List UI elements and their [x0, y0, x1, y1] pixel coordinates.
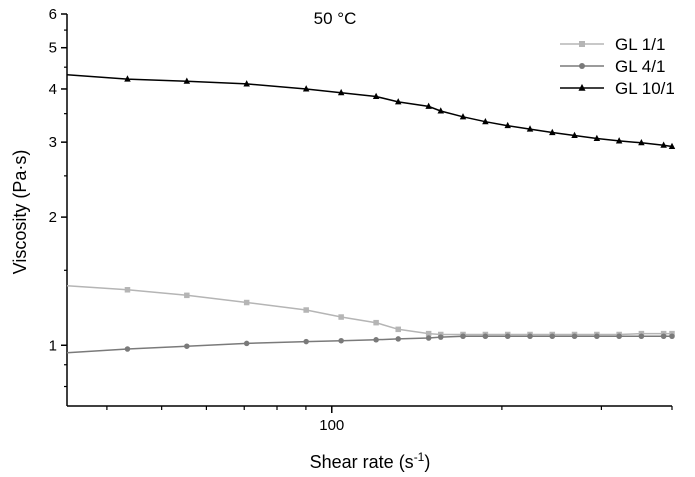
- y-tick-label: 3: [49, 134, 57, 151]
- data-point-triangle: [459, 113, 467, 120]
- x-axis-label: Shear rate (s-1): [310, 450, 431, 472]
- data-point-circle: [184, 343, 190, 349]
- data-point-triangle: [437, 107, 444, 114]
- x-axis-label-end: ): [424, 452, 430, 472]
- data-point-circle: [373, 337, 379, 343]
- legend: GL 1/1 GL 4/1 GL 10/1: [560, 35, 675, 98]
- data-point-triangle: [394, 98, 402, 105]
- series-gl-4-1: [66, 333, 675, 354]
- data-point-triangle: [578, 83, 586, 91]
- data-point-triangle: [504, 121, 511, 129]
- y-tick-label: 6: [49, 6, 57, 23]
- y-tick-label: 1: [49, 337, 57, 354]
- legend-item: GL 10/1: [560, 79, 675, 98]
- data-point-triangle: [124, 75, 131, 82]
- data-point-circle: [425, 335, 432, 341]
- series-line: [66, 335, 672, 354]
- data-point-circle: [669, 333, 675, 339]
- data-point-triangle: [425, 102, 432, 109]
- y-axis-label: Viscosity (Pa·s): [10, 150, 30, 275]
- data-point-circle: [338, 337, 344, 344]
- data-point-square: [124, 287, 131, 293]
- data-point-circle: [549, 333, 556, 339]
- data-point-circle: [460, 333, 466, 339]
- data-point-triangle: [183, 77, 191, 84]
- data-point-square: [373, 319, 379, 326]
- y-tick-label: 2: [49, 209, 57, 226]
- y-tick-label: 5: [49, 40, 57, 57]
- series-layer: [66, 73, 676, 354]
- data-point-triangle: [549, 128, 556, 136]
- data-point-circle: [571, 333, 578, 339]
- data-point-circle: [303, 338, 309, 345]
- data-point-triangle: [660, 141, 667, 148]
- data-point-square: [243, 299, 250, 306]
- data-point-triangle: [482, 117, 489, 125]
- x-tick-label: 100: [319, 417, 344, 434]
- series-line: [66, 284, 672, 336]
- legend-label: GL 10/1: [615, 79, 675, 98]
- axes: 1 2 3 4 5 6 100: [49, 6, 673, 434]
- legend-label: GL 4/1: [615, 57, 665, 76]
- data-point-circle: [504, 333, 511, 339]
- data-point-circle: [660, 333, 667, 339]
- x-axis-label-sup: -1: [414, 450, 425, 464]
- data-point-triangle: [593, 134, 601, 142]
- data-point-triangle: [615, 137, 623, 144]
- data-point-square: [579, 41, 585, 47]
- y-tick-label: 4: [49, 81, 57, 98]
- data-point-square: [395, 326, 401, 333]
- data-point-circle: [243, 340, 250, 347]
- legend-item: GL 4/1: [560, 57, 665, 76]
- data-point-triangle: [638, 138, 645, 146]
- x-axis-label-main: Shear rate (s: [310, 452, 414, 472]
- legend-item: GL 1/1: [560, 35, 665, 54]
- data-point-circle: [482, 333, 489, 339]
- data-point-triangle: [243, 80, 250, 87]
- chart-title: 50 °C: [314, 9, 357, 28]
- data-point-triangle: [668, 142, 676, 150]
- series-gl-10-1: [66, 73, 676, 150]
- data-point-square: [338, 314, 344, 320]
- data-point-square: [425, 330, 432, 337]
- data-point-square: [184, 292, 190, 299]
- data-point-circle: [638, 333, 645, 339]
- data-point-circle: [579, 63, 585, 69]
- data-point-circle: [594, 333, 600, 339]
- data-point-triangle: [337, 88, 345, 96]
- data-point-square: [303, 307, 309, 313]
- legend-label: GL 1/1: [615, 35, 665, 54]
- data-point-triangle: [571, 131, 578, 139]
- data-point-circle: [124, 346, 131, 352]
- data-point-circle: [616, 333, 622, 339]
- data-point-circle: [527, 333, 533, 339]
- data-point-triangle: [372, 92, 380, 100]
- data-point-triangle: [526, 125, 534, 132]
- data-point-circle: [437, 334, 444, 340]
- data-point-triangle: [302, 85, 310, 92]
- data-point-circle: [395, 336, 401, 342]
- series-gl-1-1: [66, 284, 675, 338]
